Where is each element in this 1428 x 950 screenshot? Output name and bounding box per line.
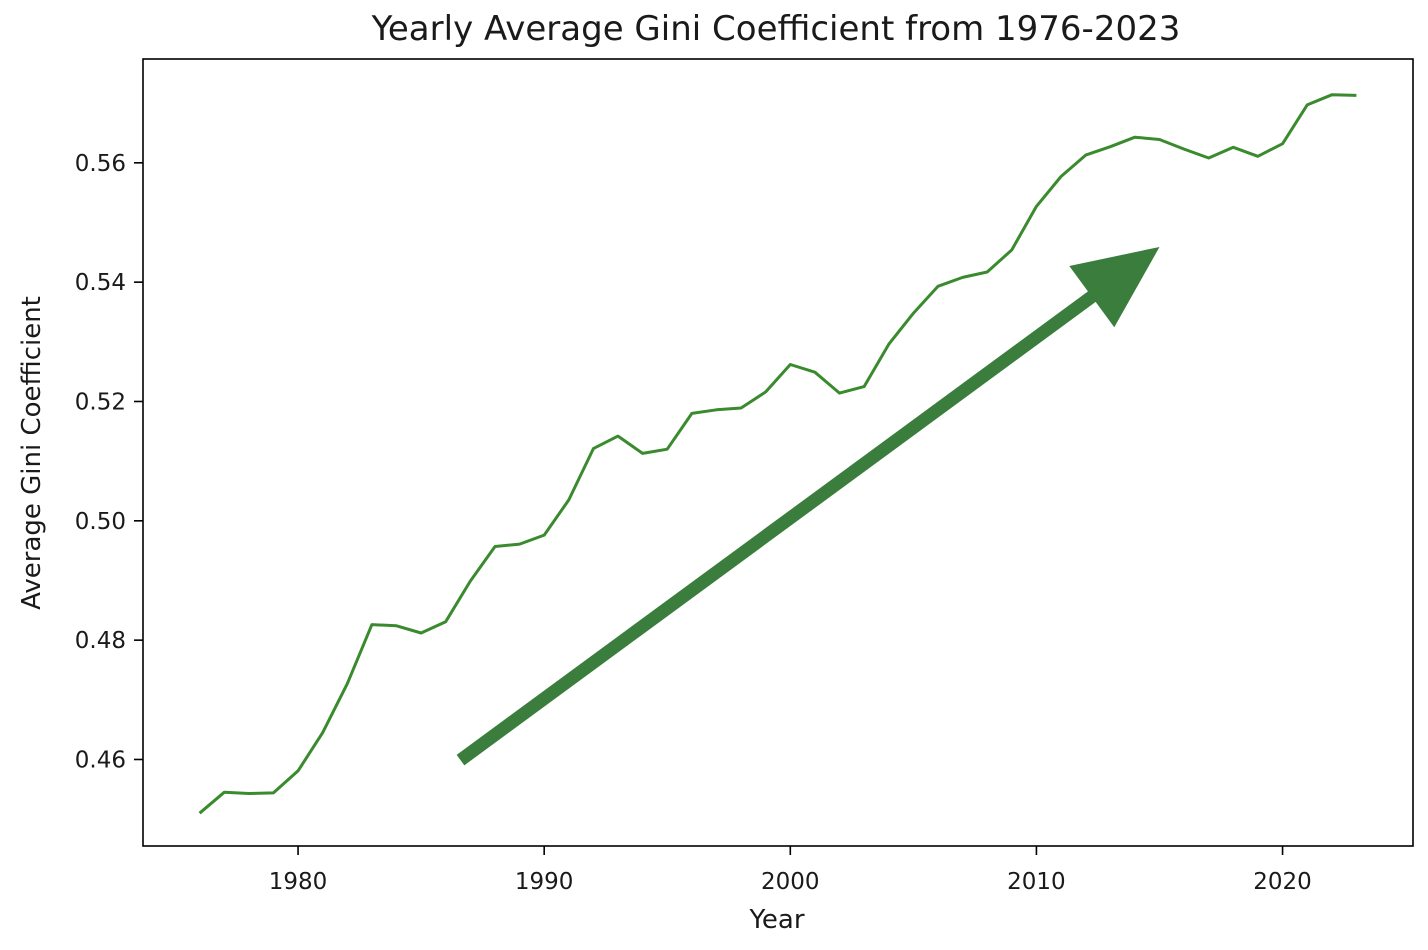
x-tick-label: 2020 [1253, 869, 1312, 895]
x-tick-label: 1990 [515, 869, 574, 895]
y-tick-label: 0.56 [75, 151, 126, 177]
x-tick-label: 1980 [269, 869, 328, 895]
trend-arrow-annotation [456, 246, 1160, 766]
y-axis-label: Average Gini Coefficient [17, 296, 47, 610]
x-tick-label: 2000 [761, 869, 820, 895]
chart-title: Yearly Average Gini Coefficient from 197… [371, 9, 1181, 49]
arrow-shaft [456, 287, 1101, 766]
y-axis-ticks: 0.46 0.48 0.50 0.52 0.54 0.56 [75, 151, 143, 773]
x-axis-ticks: 1980 1990 2000 2010 2020 [269, 846, 1312, 895]
x-tick-label: 2010 [1007, 869, 1066, 895]
plot-frame [142, 58, 1414, 847]
y-tick-label: 0.46 [75, 747, 126, 773]
plot-series [198, 93, 1357, 815]
arrow-head [1069, 246, 1160, 328]
y-tick-label: 0.54 [75, 270, 126, 296]
y-tick-label: 0.52 [75, 389, 126, 415]
y-tick-label: 0.50 [75, 509, 126, 535]
y-tick-label: 0.48 [75, 628, 126, 654]
x-axis-label: Year [748, 905, 804, 935]
series-line-0 [198, 93, 1357, 815]
